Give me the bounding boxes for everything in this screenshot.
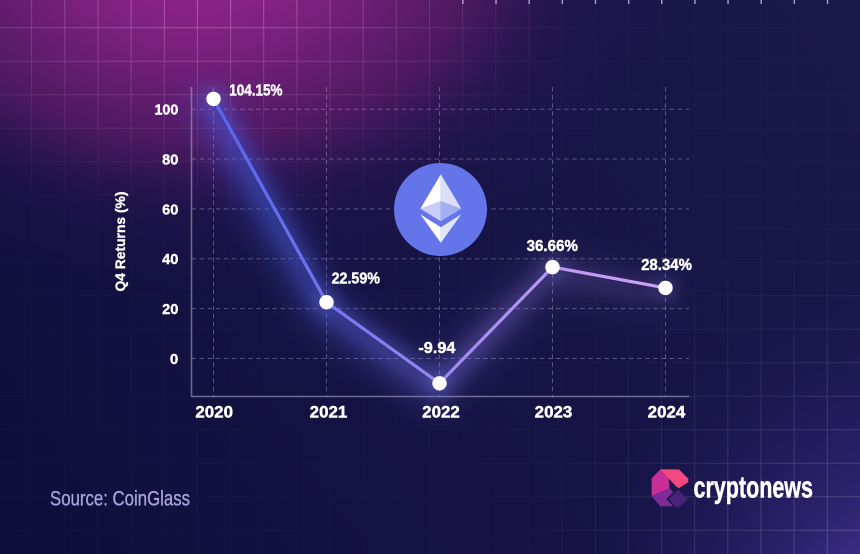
svg-text:80: 80 — [162, 152, 178, 169]
svg-text:40: 40 — [162, 251, 178, 268]
svg-text:28.34%: 28.34% — [641, 257, 692, 274]
svg-text:2021: 2021 — [310, 404, 348, 422]
svg-text:104.15%: 104.15% — [229, 82, 282, 99]
svg-text:0: 0 — [170, 351, 178, 368]
svg-text:60: 60 — [162, 201, 178, 218]
svg-text:36.66%: 36.66% — [527, 238, 578, 255]
svg-text:2023: 2023 — [535, 404, 573, 422]
svg-text:cryptonews: cryptonews — [694, 470, 814, 505]
svg-text:100: 100 — [155, 102, 179, 119]
svg-text:2024: 2024 — [648, 404, 686, 422]
svg-text:2022: 2022 — [422, 404, 460, 422]
svg-text:Source: CoinGlass: Source: CoinGlass — [50, 488, 190, 511]
svg-text:-9.94: -9.94 — [418, 340, 455, 357]
svg-text:Q4 Returns (%): Q4 Returns (%) — [113, 192, 128, 292]
svg-text:2020: 2020 — [195, 404, 233, 422]
svg-text:22.59%: 22.59% — [332, 271, 380, 288]
svg-text:20: 20 — [162, 301, 178, 318]
